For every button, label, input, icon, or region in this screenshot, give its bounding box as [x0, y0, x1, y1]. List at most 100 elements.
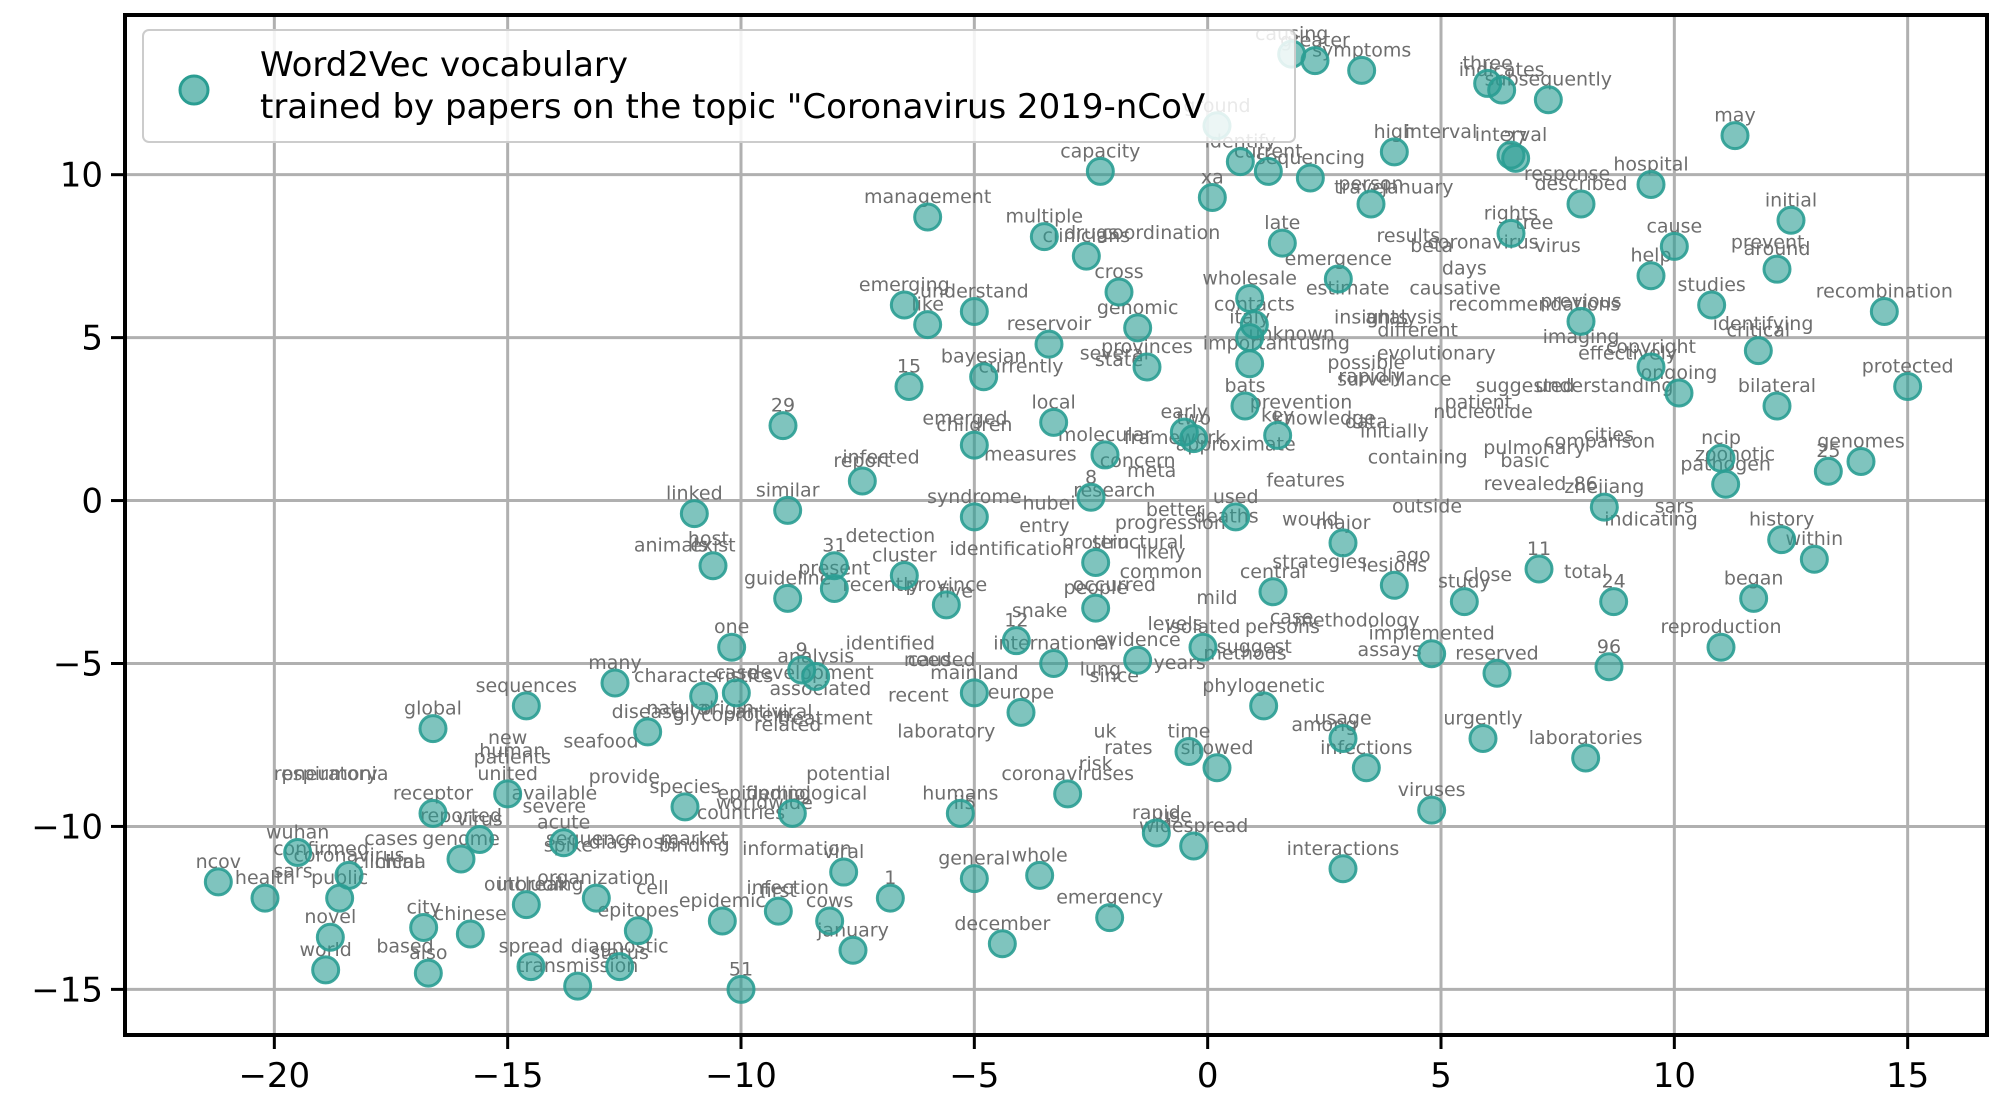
point-label: local	[1032, 391, 1076, 413]
data-point	[1501, 143, 1531, 173]
data-point	[1090, 440, 1120, 470]
data-point	[829, 857, 859, 887]
point-label: bayesian	[941, 346, 1027, 368]
data-point	[1706, 443, 1736, 473]
y-tick-label: 5	[81, 319, 103, 359]
point-label: use	[1158, 805, 1192, 827]
point-label: market	[661, 828, 728, 850]
x-tick-label: −10	[705, 1056, 777, 1096]
point-label: whole	[1012, 844, 1068, 866]
point-label: coronavirus	[293, 844, 404, 866]
point-label: key	[1261, 404, 1294, 426]
point-label: 15	[897, 356, 921, 378]
point-label: europe	[988, 681, 1055, 703]
data-point	[1711, 469, 1741, 499]
point-label: knowledge	[1273, 408, 1376, 430]
data-point	[889, 561, 919, 591]
point-label: related	[754, 714, 821, 736]
data-point	[549, 828, 579, 858]
point-label: symptoms	[1312, 39, 1411, 61]
data-point	[959, 297, 989, 327]
point-label: infection	[746, 877, 829, 899]
point-label: 8	[1085, 466, 1097, 488]
point-label: indicating	[1604, 509, 1698, 531]
data-point	[1104, 277, 1134, 307]
data-point	[1039, 407, 1069, 437]
data-point	[815, 906, 845, 936]
point-label: phylogenetic	[1202, 675, 1325, 697]
data-point	[1300, 46, 1330, 76]
point-label: 12	[1004, 610, 1028, 632]
point-label: hubei	[1022, 492, 1075, 514]
data-point	[1141, 818, 1171, 848]
point-label: outbreak	[484, 874, 569, 896]
data-point	[773, 583, 803, 613]
point-label: countries	[697, 802, 785, 824]
data-point	[1636, 352, 1666, 382]
data-point	[1762, 391, 1792, 421]
point-label: early	[1160, 401, 1208, 423]
data-point	[768, 411, 798, 441]
point-label: sequences	[476, 675, 577, 697]
point-label: evolutionary	[1377, 342, 1496, 364]
point-label: health	[235, 867, 295, 889]
point-label: species	[650, 776, 721, 798]
point-label: 96	[1597, 636, 1621, 658]
point-label: 1	[884, 867, 896, 889]
point-labels: causinggreatersymptomsthreeindicatessubs…	[196, 23, 1954, 980]
point-label: 24	[1602, 571, 1626, 593]
point-label: comparison	[1544, 430, 1655, 452]
data-point	[987, 929, 1017, 959]
point-label: province	[905, 574, 987, 596]
point-label: common	[1120, 561, 1203, 583]
point-label: meta	[1127, 460, 1176, 482]
point-label: cause	[1646, 215, 1702, 237]
point-label: persons	[1245, 616, 1320, 638]
point-label: lung	[1080, 659, 1121, 681]
point-label: understand	[920, 281, 1029, 303]
point-label: outside	[1392, 496, 1462, 518]
point-label: drugs	[1064, 222, 1118, 244]
point-label: would	[1282, 509, 1339, 531]
data-point	[1202, 753, 1232, 783]
point-label: prevention	[1250, 391, 1353, 413]
point-label: interval	[1405, 121, 1477, 143]
data-point	[633, 717, 663, 747]
point-label: 25	[1816, 440, 1840, 462]
point-label: major	[1316, 512, 1371, 534]
data-point	[959, 678, 989, 708]
point-label: respiratory	[274, 763, 378, 785]
point-label: assays	[1358, 639, 1422, 661]
point-label: different	[1377, 320, 1458, 342]
point-label: three	[1463, 52, 1513, 74]
point-label: chinese	[434, 903, 507, 925]
data-point	[1762, 254, 1792, 284]
point-label: potential	[806, 763, 891, 785]
point-label: general	[938, 848, 1010, 870]
point-label: acute	[537, 812, 590, 834]
data-point	[777, 798, 807, 828]
point-label: snake	[1012, 600, 1068, 622]
point-label: mainland	[930, 662, 1019, 684]
point-label: protein	[1062, 531, 1130, 553]
point-label: case	[1270, 606, 1314, 628]
plot-frame	[123, 13, 1989, 1037]
point-label: isolated	[1166, 616, 1241, 638]
point-label: cluster	[872, 545, 937, 567]
point-label: animals	[634, 535, 708, 557]
legend-label: Word2Vec vocabulary trained by papers on…	[260, 45, 1205, 127]
point-label: viral	[823, 841, 864, 863]
x-axis: −20 −15 −10 −5 0 5 10 15	[238, 1035, 1929, 1096]
point-label: receptor	[393, 782, 473, 804]
point-label: insights	[1334, 307, 1408, 329]
data-point	[1076, 482, 1106, 512]
point-label: understanding	[1535, 375, 1673, 397]
point-label: several	[1080, 342, 1149, 364]
point-label: linked	[666, 483, 723, 505]
point-label: case	[714, 662, 758, 684]
data-point	[600, 668, 630, 698]
data-point	[455, 919, 485, 949]
point-label: humans	[922, 782, 998, 804]
point-label: entry	[1019, 515, 1069, 537]
